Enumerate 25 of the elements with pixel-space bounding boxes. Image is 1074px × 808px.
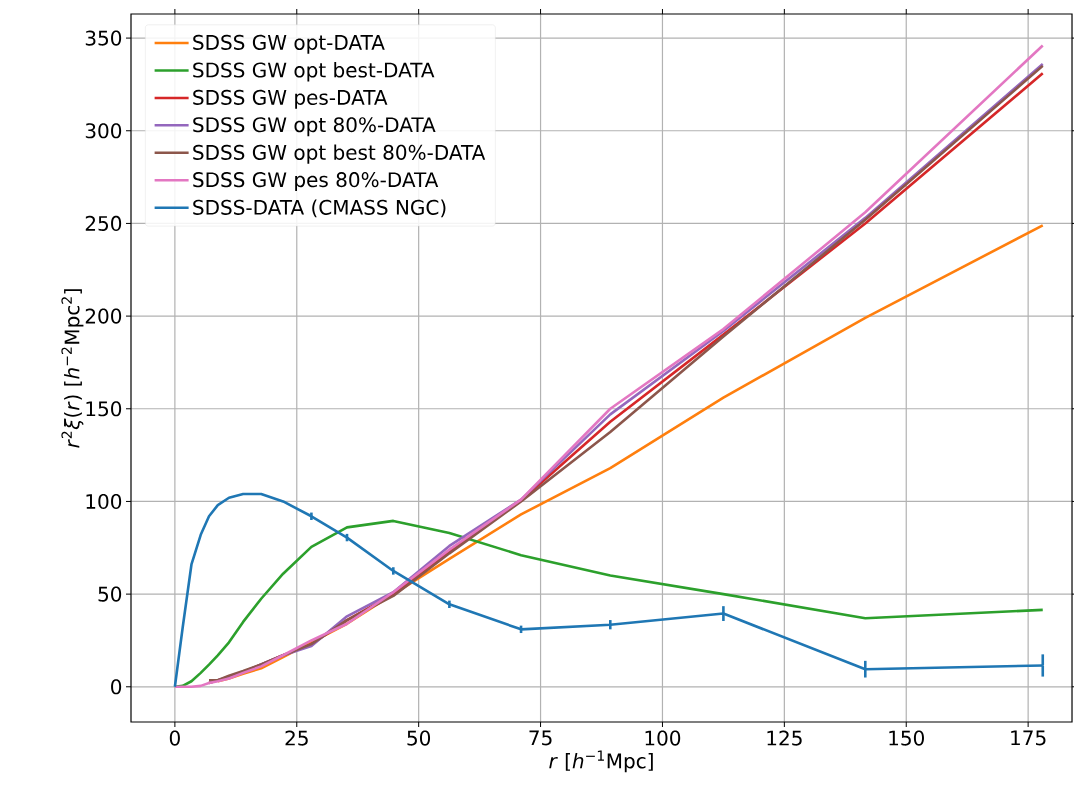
x-tick-label: 0 [169, 730, 180, 746]
x-tick-label: 125 [767, 730, 802, 746]
y-tick-label: 50 [98, 586, 122, 602]
y-tick-label: 300 [85, 123, 122, 139]
x-tick-label: 100 [645, 730, 681, 746]
x-tick-label: 175 [1011, 730, 1046, 746]
legend-label: SDSS-DATA (CMASS NGC) [193, 199, 446, 218]
y-tick-label: 0 [111, 679, 122, 695]
legend-label: SDSS GW opt-DATA [193, 34, 385, 54]
legend-label: SDSS GW pes 80%-DATA [193, 172, 439, 192]
y-tick-label: 200 [85, 308, 122, 324]
x-tick-label: 25 [285, 730, 308, 746]
y-tick-label: 250 [85, 215, 122, 231]
x-tick-label: 50 [407, 730, 431, 746]
legend-label: SDSS GW pes-DATA [193, 89, 388, 109]
legend-label: SDSS GW opt 80%-DATA [193, 117, 436, 137]
legend-label: SDSS GW opt best-DATA [193, 62, 435, 82]
y-tick-label: 100 [86, 493, 122, 509]
x-tick-label: 75 [529, 730, 552, 746]
legend-label: SDSS GW opt best 80%-DATA [193, 144, 486, 164]
y-tick-label: 150 [86, 401, 122, 417]
x-tick-label: 150 [889, 730, 924, 746]
x-axis-title: r [h$^{−1}$Mpc] [549, 750, 653, 773]
text: r$^{2}$ξ(r) [h$^{−2}$Mpc$^{2}$] [61, 289, 84, 448]
y-tick-label: 350 [85, 30, 122, 46]
